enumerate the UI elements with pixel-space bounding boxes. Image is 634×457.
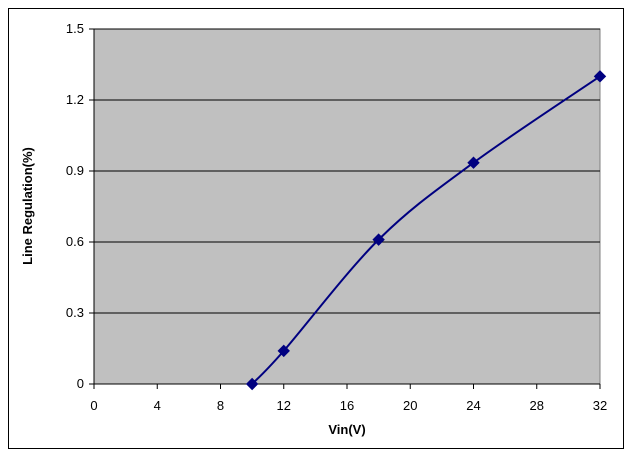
x-tick-label: 28 <box>530 398 544 413</box>
gridlines <box>89 28 600 385</box>
x-tick-label: 32 <box>593 398 607 413</box>
plot-area <box>93 28 601 385</box>
data-point-marker <box>372 233 385 246</box>
x-tick-label: 4 <box>154 398 161 413</box>
y-tick-label: 0 <box>77 376 84 391</box>
data-point-marker <box>467 156 480 169</box>
data-point-marker <box>593 70 607 83</box>
data-point-marker <box>245 377 259 391</box>
y-tick-labels: 0 0.3 0.6 0.9 1.2 1.5 <box>66 21 84 391</box>
x-tick-label: 24 <box>466 398 480 413</box>
x-tick-label: 0 <box>90 398 97 413</box>
data-point-marker <box>277 344 290 358</box>
y-tick-label: 1.5 <box>66 21 84 36</box>
x-tick-label: 8 <box>217 398 224 413</box>
x-tick-label: 20 <box>403 398 417 413</box>
y-tick-label: 0.3 <box>66 305 84 320</box>
y-tick-label: 0.6 <box>66 234 84 249</box>
data-markers <box>245 70 607 391</box>
x-tick-label: 12 <box>277 398 291 413</box>
axes <box>93 29 601 389</box>
y-tick-label: 1.2 <box>66 92 84 107</box>
y-tick-label: 0.9 <box>66 163 84 178</box>
x-tick-label: 16 <box>340 398 354 413</box>
y-axis-title: Line Regulation(%) <box>20 147 35 265</box>
x-tick-labels: 0 4 8 12 16 20 24 28 32 <box>90 398 607 413</box>
x-axis-title: Vin(V) <box>328 422 365 437</box>
